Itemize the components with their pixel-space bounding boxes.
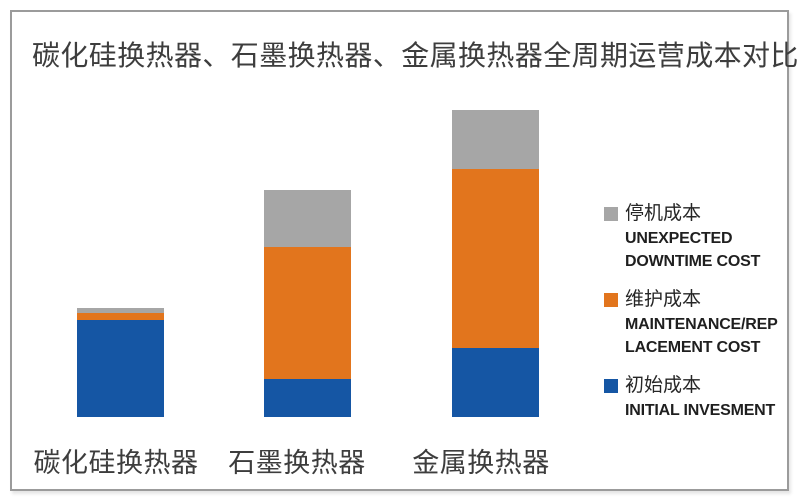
bar-1-segment-maintenance-cost: [77, 312, 164, 320]
bar-1-segment-initial-cost: [77, 320, 164, 417]
bar-3-segment-maintenance-cost: [452, 168, 539, 348]
bar-3-segment-initial-cost: [452, 347, 539, 417]
bar-2-segment-maintenance-cost: [264, 246, 351, 379]
x-axis-label-metal: 金属换热器: [412, 448, 550, 478]
downtime-cost-swatch-icon: [604, 206, 618, 221]
stacked-bar-1: [77, 308, 164, 417]
legend-label-zh: 停机成本: [625, 203, 702, 224]
legend-label-en: UNEXPECTED: [625, 230, 733, 247]
bar-2-segment-initial-cost: [264, 378, 351, 417]
legend-label-en: INITIAL INVESMENT: [625, 402, 776, 419]
legend-label-en: DOWNTIME COST: [625, 253, 761, 270]
stacked-bar-3: [452, 110, 539, 417]
legend-item-downtime-cost: 停机成本 UNEXPECTED DOWNTIME COST: [604, 200, 778, 273]
chart-title: 碳化硅换热器、石墨换热器、金属换热器全周期运营成本对比: [32, 40, 799, 71]
initial-cost-swatch-icon: [604, 378, 618, 393]
legend-label-en: LACEMENT COST: [625, 339, 761, 356]
legend-label-zh: 维护成本: [625, 289, 702, 310]
bar-3-segment-downtime-cost: [452, 110, 539, 169]
legend-item-initial-cost: 初始成本 INITIAL INVESMENT: [604, 372, 778, 422]
x-axis-label-graphite: 石墨换热器: [228, 448, 366, 478]
plot-area: [12, 12, 787, 489]
bar-1-segment-downtime-cost: [77, 308, 164, 313]
legend-label-en: MAINTENANCE/REP: [625, 316, 778, 333]
bar-2-segment-downtime-cost: [264, 189, 351, 247]
legend-label-zh: 初始成本: [625, 375, 702, 396]
x-axis-label-silicon-carbide: 碳化硅换热器: [33, 448, 199, 478]
chart-frame: 碳化硅换热器、石墨换热器、金属换热器全周期运营成本对比 碳化硅换热器 石墨换热器…: [10, 10, 798, 491]
legend: 停机成本 UNEXPECTED DOWNTIME COST 维护成本 MAINT…: [604, 200, 778, 435]
stacked-bar-2: [264, 189, 351, 417]
maintenance-cost-swatch-icon: [604, 292, 618, 307]
legend-item-maintenance-cost: 维护成本 MAINTENANCE/REP LACEMENT COST: [604, 286, 778, 359]
